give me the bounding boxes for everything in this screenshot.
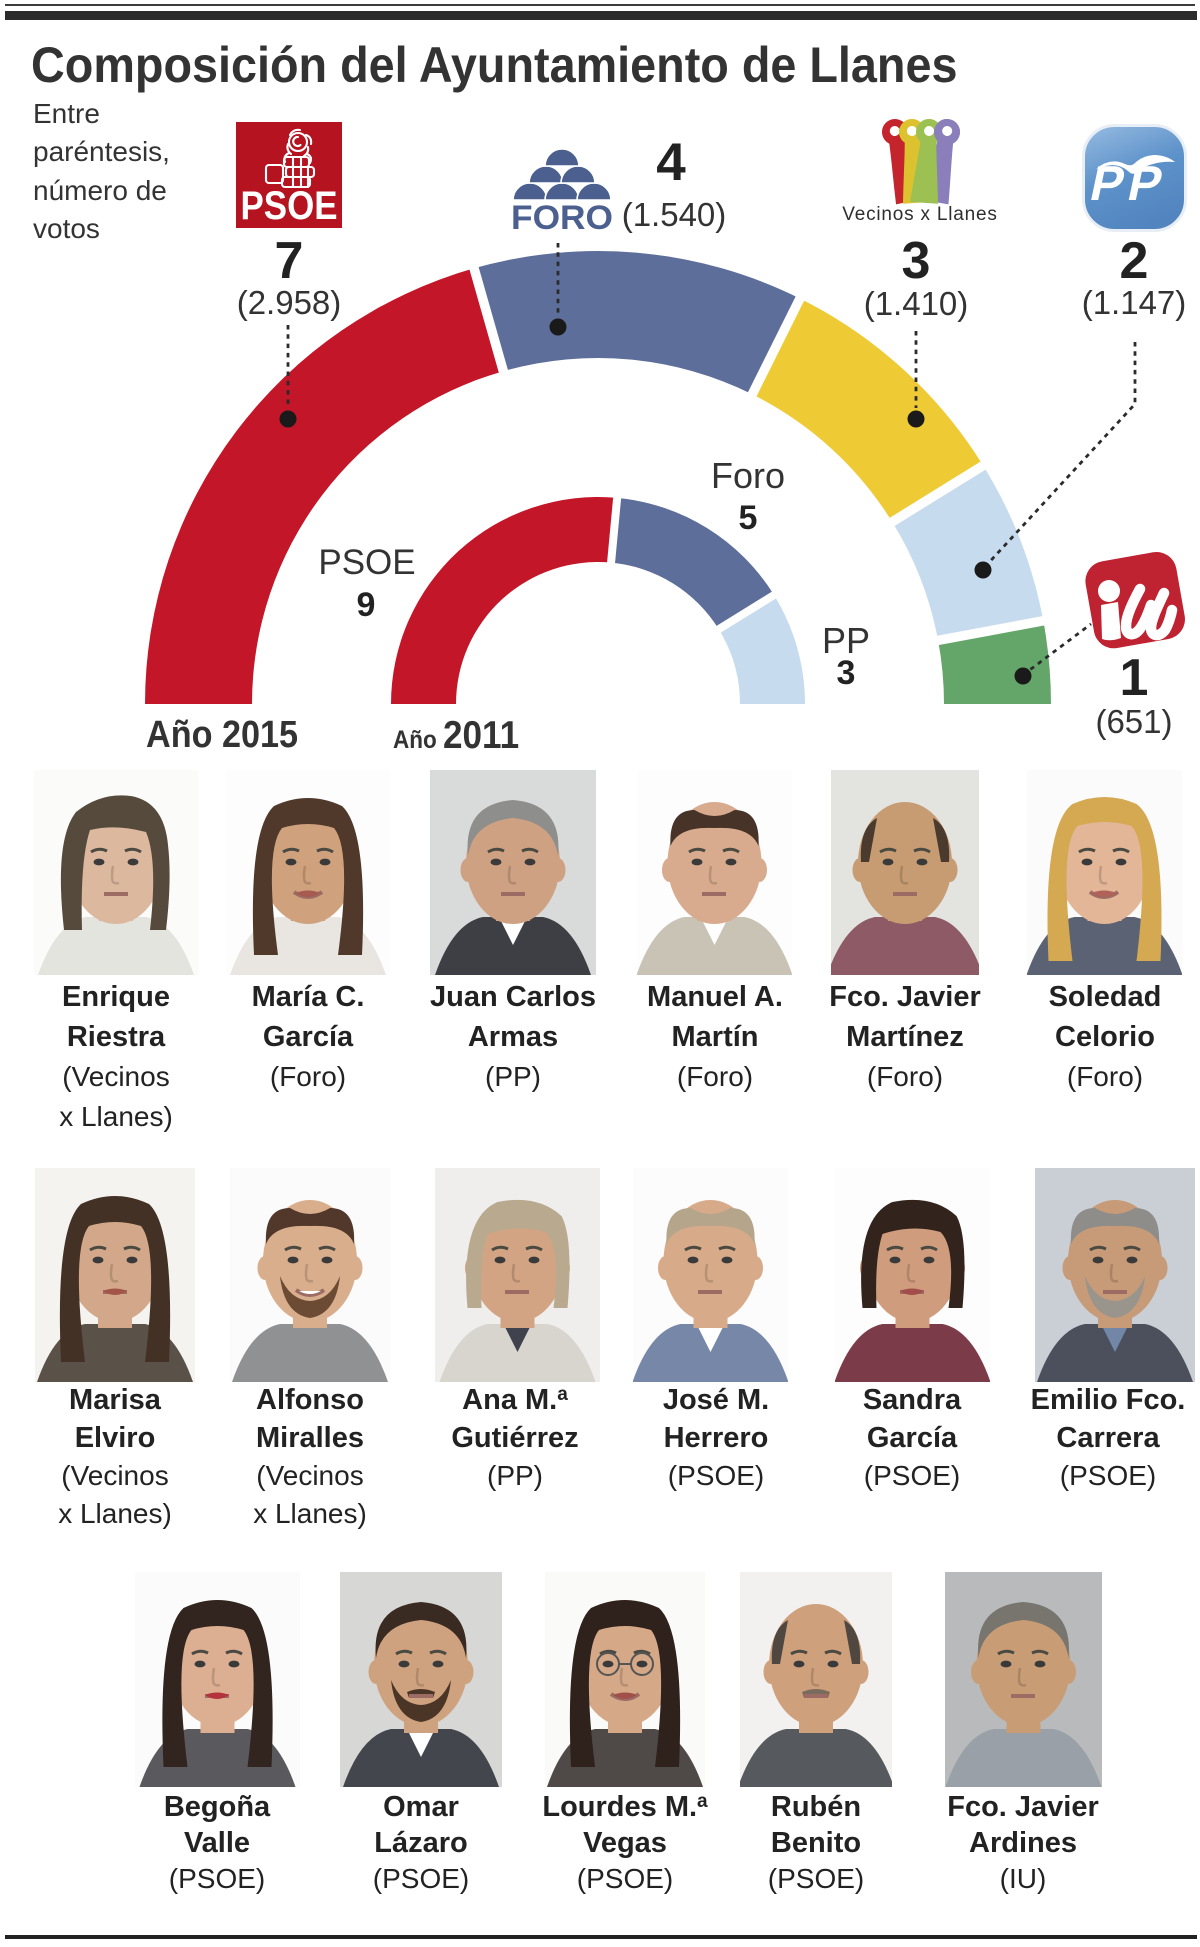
- svg-text:PP: PP: [1086, 155, 1173, 210]
- svg-text:FORO: FORO: [511, 199, 613, 235]
- svg-text:PSOE: PSOE: [241, 184, 338, 228]
